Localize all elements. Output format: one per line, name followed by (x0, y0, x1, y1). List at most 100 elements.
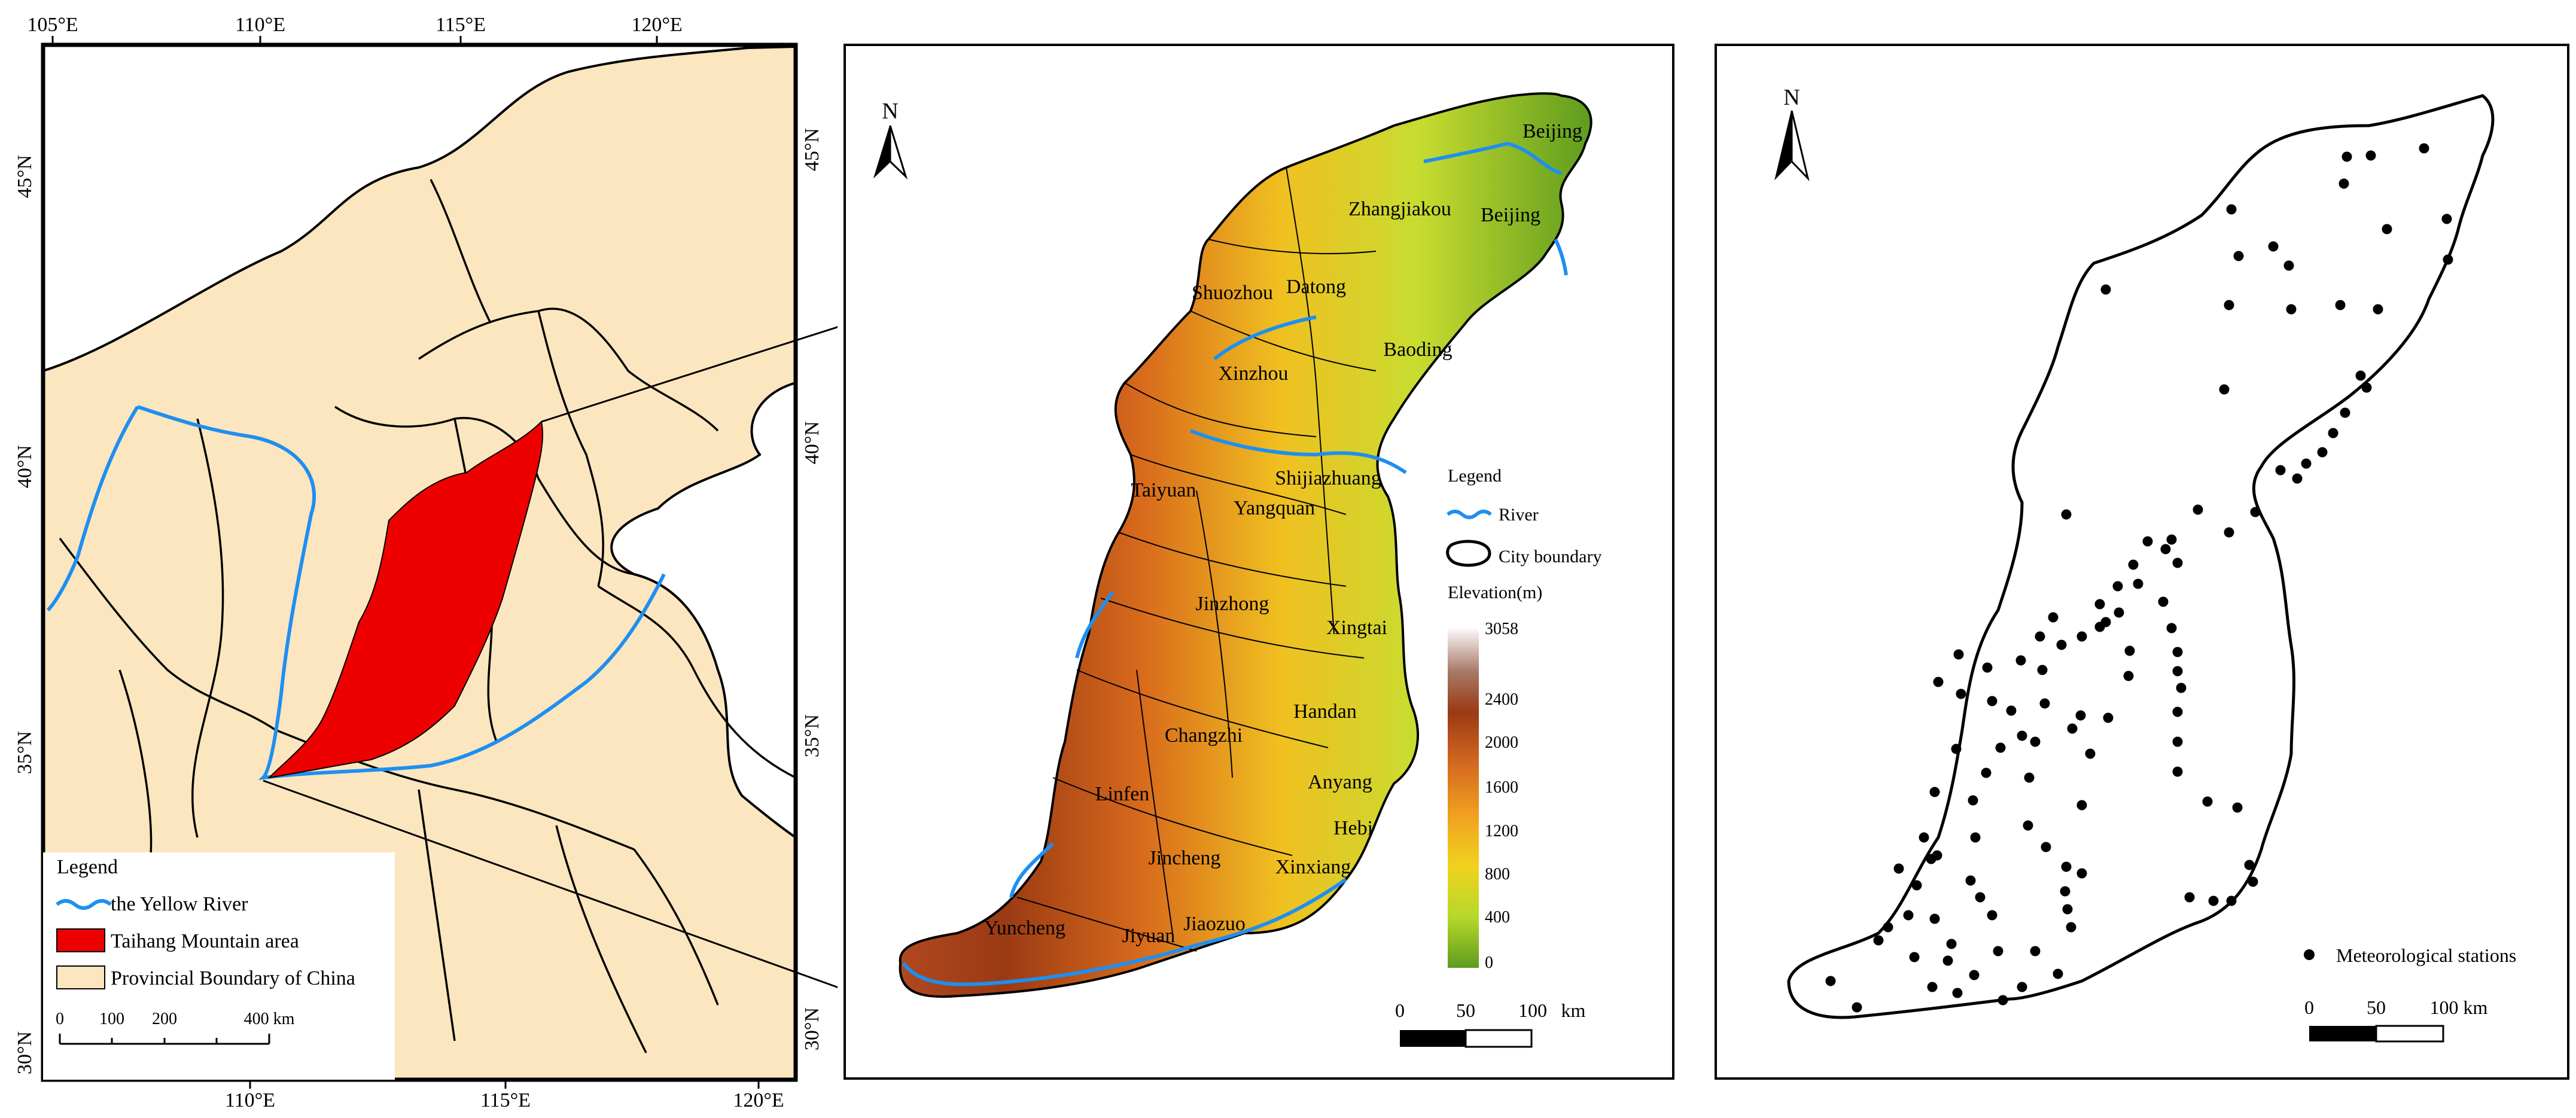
provincial-boundaries (59, 179, 796, 1053)
elevation-tick: 1600 (1485, 778, 1518, 797)
station-marker (2208, 895, 2219, 906)
city-label: Baoding (1383, 339, 1452, 361)
elevation-tick: 3058 (1485, 620, 1518, 638)
station-marker (2160, 544, 2171, 555)
station-marker (1987, 910, 1998, 921)
city-label: Shijiazhuang (1275, 467, 1381, 489)
city-boundary-legend-symbol (1446, 540, 1491, 567)
legend-stations-label: Meteorological stations (2336, 945, 2516, 966)
city-label: Zhangjiakou (1348, 198, 1451, 220)
station-marker (1969, 970, 1980, 980)
elevation-tick: 1200 (1485, 822, 1518, 840)
station-marker (2373, 304, 2383, 315)
scale-label: 100 km (2430, 997, 2488, 1018)
station-marker (2085, 748, 2096, 759)
station-marker (2443, 254, 2453, 265)
legend-title: Legend (57, 856, 118, 878)
station-marker (1903, 910, 1914, 921)
left-tick-label: 45°N (14, 155, 36, 198)
city-label: Shuozhou (1192, 282, 1273, 304)
station-marker (2341, 151, 2352, 162)
station-marker (2365, 150, 2376, 161)
station-marker (2232, 802, 2243, 813)
city-label: Changzhi (1165, 724, 1243, 747)
station-marker (2030, 946, 2041, 956)
station-marker (1968, 795, 1978, 806)
station-marker (1893, 863, 1904, 874)
station-marker (1942, 955, 1953, 966)
elevation-tick: 400 (1485, 908, 1510, 927)
station-marker (1873, 935, 1884, 946)
elevation-tick: 800 (1485, 865, 1510, 884)
right-tick-label: 30°N (801, 1007, 823, 1050)
station-marker (2023, 820, 2033, 831)
station-marker (2244, 860, 2255, 870)
scale-label: 50 (2367, 997, 2386, 1018)
station-marker (2075, 710, 2086, 721)
station-marker (2328, 428, 2339, 438)
scale-label: 0 (1395, 1000, 1405, 1021)
station-marker (2056, 639, 2067, 650)
station-marker (2193, 504, 2203, 515)
right-tick-label: 45°N (801, 128, 823, 171)
station-marker (1946, 939, 1957, 949)
station-marker (2172, 558, 2183, 568)
north-label: N (1783, 85, 1799, 110)
elevation-scale-bar: 0 50 100 km (1395, 1000, 1586, 1048)
station-marker (2062, 904, 2073, 915)
taihang-mountain-area (267, 420, 543, 779)
bottom-tick-label: 115°E (480, 1089, 531, 1111)
station-marker (2275, 465, 2286, 476)
station-marker (2226, 895, 2237, 906)
elevation-tick: 0 (1485, 954, 1493, 972)
station-marker (2076, 800, 2087, 811)
right-tick-label: 40°N (801, 421, 823, 464)
station-marker (2361, 382, 2372, 393)
legend-river-label: River (1499, 505, 1539, 525)
station-marker (2039, 698, 2050, 709)
station-marker (1993, 946, 2003, 956)
yellow-river (46, 405, 666, 781)
station-marker (2123, 671, 2134, 681)
station-marker (1965, 875, 1976, 886)
station-marker (2041, 842, 2051, 852)
meteorological-stations (1825, 143, 2453, 1013)
station-marker (2017, 730, 2027, 741)
scale-label: 200 (152, 1010, 177, 1028)
station-marker (1952, 988, 1963, 998)
station-marker (2355, 370, 2366, 381)
scale-label: 50 (1456, 1000, 1475, 1021)
station-marker (1911, 880, 1922, 891)
station-marker (1919, 832, 1929, 843)
boundary-legend-swatch (56, 965, 105, 989)
station-marker (1975, 892, 1986, 903)
station-marker (2124, 645, 2135, 656)
station-marker (2172, 647, 2183, 657)
station-marker (2184, 892, 2195, 903)
legend-title: Legend (1448, 466, 1502, 486)
station-marker (2061, 509, 2072, 520)
station-marker (1981, 767, 1992, 778)
station-marker (2301, 458, 2312, 469)
city-label: Jiyuan (1122, 925, 1176, 947)
station-marker (2340, 407, 2350, 418)
station-marker (1987, 696, 1998, 706)
city-label: Jinzhong (1196, 593, 1269, 615)
top-tick-label: 115°E (436, 14, 486, 36)
station-marker (2112, 581, 2123, 592)
city-label: Anyang (1308, 771, 1372, 793)
scale-label: 100 (1518, 1000, 1547, 1021)
elevation-map: N Beijing Zhangjiakou Beijing Shuozhou D… (844, 44, 1674, 1080)
station-marker (2317, 447, 2328, 458)
bottom-tick-label: 110°E (225, 1089, 275, 1111)
elevation-title: Elevation(m) (1448, 583, 1542, 602)
left-tick-label: 30°N (14, 1031, 36, 1074)
elevation-map-panel: N Beijing Zhangjiakou Beijing Shuozhou D… (838, 0, 1687, 1115)
station-marker (2035, 631, 2045, 642)
station-marker (2128, 559, 2139, 570)
station-marker (2268, 241, 2279, 252)
station-marker (1970, 832, 1981, 843)
right-tick-label: 35°N (801, 714, 823, 757)
legend-item-river: the Yellow River (111, 893, 248, 915)
stations-map-frame (1715, 44, 2569, 1080)
